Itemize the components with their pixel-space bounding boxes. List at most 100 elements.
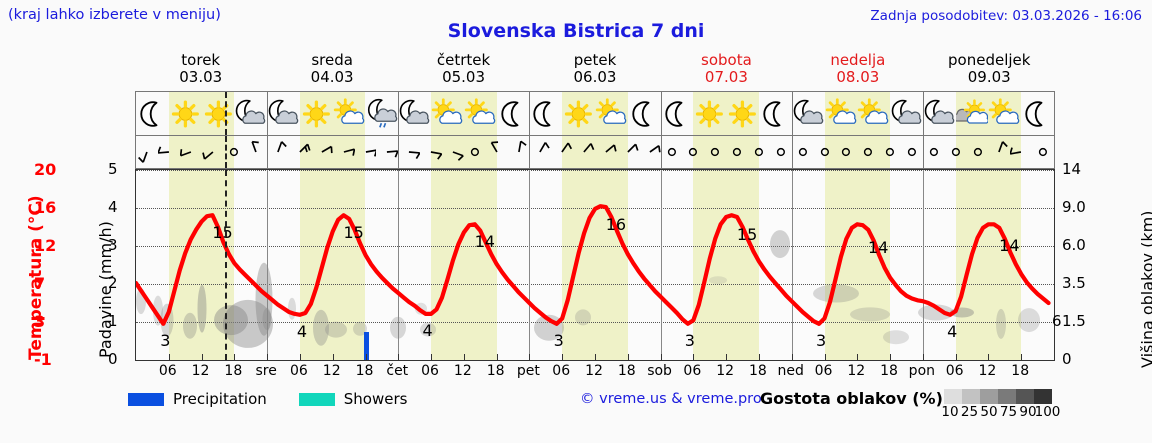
gridline-h-3 xyxy=(136,246,1054,247)
plot-day-separator-5 xyxy=(791,170,793,360)
temperature-label-1: 15 xyxy=(212,223,233,243)
wind-calm-icon xyxy=(464,136,486,168)
x-tick-mark-4 xyxy=(267,354,269,360)
day-separator-2 xyxy=(398,92,400,135)
current-time-marker xyxy=(224,170,227,360)
wind-barb-icon xyxy=(595,136,617,168)
x-tick-mark-8 xyxy=(398,354,400,360)
wind-calm-icon xyxy=(704,136,726,168)
cloud-density-step-0 xyxy=(944,389,962,404)
cloud-height-axis-title: Višina oblakov (km) xyxy=(1138,210,1152,368)
temperature-label-2: 4 xyxy=(296,321,308,341)
x-label-2: 18 xyxy=(224,363,243,379)
temperature-label-11: 14 xyxy=(868,237,889,257)
daylight-band-1 xyxy=(299,170,366,360)
x-tick-mark-7 xyxy=(365,354,367,360)
wind-barb-icon xyxy=(442,136,464,168)
wind-barb-icon xyxy=(179,136,202,168)
cloud-density-tick-4: 90 xyxy=(1019,404,1037,420)
daylight-band-5 xyxy=(824,170,891,360)
day-name: četrtek xyxy=(436,51,491,69)
current-time-marker xyxy=(224,136,227,168)
x-label-10: 18 xyxy=(486,363,505,379)
cloud-ticks-5: 0 xyxy=(1062,350,1072,368)
temperature-axis-title: Temperatura (°C) xyxy=(26,195,46,360)
cloud-ticks-1: 9.0 xyxy=(1062,198,1086,216)
x-tick-mark-21 xyxy=(824,354,826,360)
wind-barb-icon xyxy=(245,136,267,168)
cloud-height-tick-labels: 14 9.0 6.0 3.5 1.5 0 xyxy=(1062,160,1108,368)
sun-cloud-icon xyxy=(825,92,858,135)
cloud-density-legend-title: Gostota oblakov (%) xyxy=(760,389,943,408)
x-label-26: 18 xyxy=(1011,363,1030,379)
wind-calm-icon xyxy=(857,136,879,168)
wind-calm-icon xyxy=(1032,136,1054,168)
copyright-text[interactable]: © vreme.us & vreme.pro xyxy=(580,391,762,407)
x-label-1: 12 xyxy=(191,363,210,379)
temperature-label-9: 15 xyxy=(736,225,758,245)
cloud-density-step-3 xyxy=(998,389,1016,404)
day-date: 06.03 xyxy=(573,68,617,86)
day-header-row: torek 03.03 sreda 04.03 četrtek 05.03 petek 06.… xyxy=(135,52,1055,88)
cloud-density-scale-labels: 10 25 50 75 90 100 xyxy=(938,404,1060,422)
sun-icon xyxy=(169,92,202,135)
x-tick-mark-10 xyxy=(463,354,465,360)
cloud-ticks-0: 14 xyxy=(1062,160,1082,178)
day-header-5: nedelja 08.03 xyxy=(792,52,923,88)
wind-calm-icon xyxy=(792,136,814,168)
x-label-15: sob xyxy=(647,363,672,379)
day-separator-4 xyxy=(660,92,662,135)
precipitation-tick-labels: 5 4 3 2 1 0 xyxy=(108,160,154,368)
x-label-12: 06 xyxy=(552,363,571,379)
sun-icon xyxy=(562,92,595,135)
wind-barb-icon xyxy=(1010,136,1032,168)
moon-icon xyxy=(497,92,530,135)
plot-day-separator-6 xyxy=(922,170,924,360)
wind-calm-icon xyxy=(748,136,770,168)
cloud-density-tick-0: 10 xyxy=(941,404,959,420)
day-name: torek xyxy=(181,51,221,69)
x-label-23: pon xyxy=(908,363,936,379)
x-label-17: 12 xyxy=(716,363,735,379)
x-label-3: sre xyxy=(255,363,277,379)
x-label-0: 06 xyxy=(158,363,177,379)
sun-cloud-icon xyxy=(595,92,628,135)
temperature-label-8: 3 xyxy=(684,330,695,350)
x-tick-mark-15 xyxy=(627,354,629,360)
day-header-4: sobota 07.03 xyxy=(661,52,792,88)
wind-barb-icon xyxy=(201,136,224,168)
x-tick-mark-6 xyxy=(332,354,334,360)
precipitation-swatch xyxy=(128,392,164,406)
plot-day-separator-2 xyxy=(398,170,400,360)
x-tick-mark-12 xyxy=(529,354,531,360)
cloud-ticks-2: 6.0 xyxy=(1062,236,1086,254)
cloud-density-tick-3: 75 xyxy=(999,404,1018,420)
temp-ticks-0: 20 xyxy=(34,160,57,179)
wind-barb-icon xyxy=(486,136,508,168)
x-label-18: 18 xyxy=(749,363,767,379)
day-header-3: petek 06.03 xyxy=(529,52,660,88)
day-separator-6 xyxy=(922,92,924,135)
page-title: Slovenska Bistrica 7 dni xyxy=(447,20,705,42)
day-separator-3 xyxy=(529,136,531,168)
x-tick-mark-27 xyxy=(1021,354,1023,360)
prec-ticks-2: 3 xyxy=(108,236,118,254)
x-label-7: čet xyxy=(386,363,409,379)
temperature-label-12: 4 xyxy=(947,321,958,341)
temperature-label-4: 4 xyxy=(422,320,433,340)
prec-ticks-4: 1 xyxy=(108,312,118,330)
daylight-band-5 xyxy=(824,136,891,168)
day-separator-5 xyxy=(791,92,793,135)
daylight-band-3 xyxy=(562,170,628,360)
daylight-band-0 xyxy=(168,136,235,168)
day-name: petek xyxy=(573,51,617,69)
cloud-density-step-2 xyxy=(980,389,998,404)
x-tick-mark-26 xyxy=(988,354,990,360)
temperature-label-3: 15 xyxy=(343,223,364,243)
sun-icon xyxy=(693,92,726,135)
temp-ticks-4: 3 xyxy=(34,312,46,331)
weather-icon-row xyxy=(135,91,1055,136)
wind-barb-icon xyxy=(988,136,1010,168)
x-tick-mark-13 xyxy=(562,354,564,360)
sun-cloud-icon xyxy=(333,92,366,135)
